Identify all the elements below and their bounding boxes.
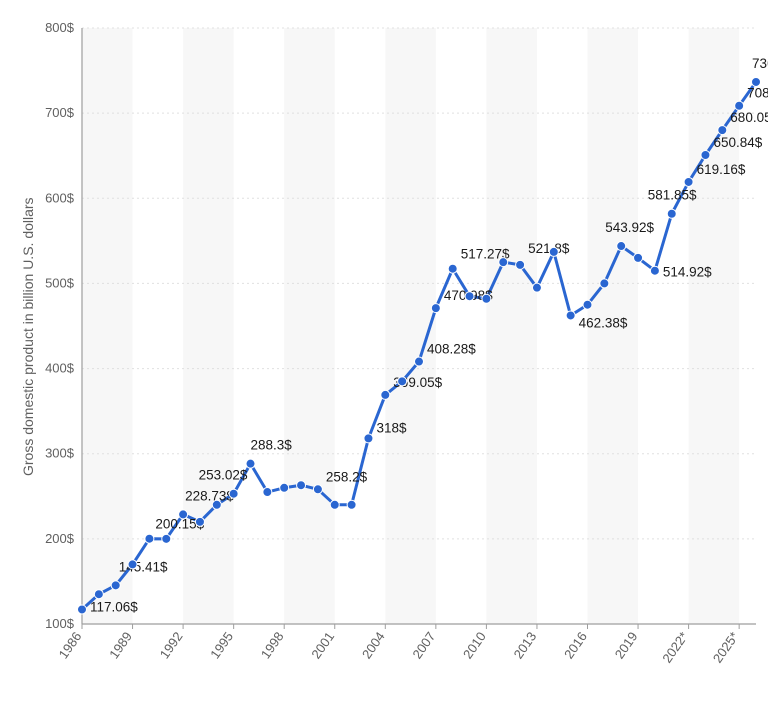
data-point: [752, 77, 761, 86]
data-point: [448, 264, 457, 273]
y-tick-label: 100$: [45, 616, 75, 631]
y-tick-label: 600$: [45, 190, 75, 205]
data-label: 288.3$: [251, 438, 293, 453]
y-tick-label: 500$: [45, 275, 75, 290]
data-label: 408.28$: [427, 342, 476, 357]
data-point: [94, 590, 103, 599]
y-tick-label: 400$: [45, 361, 75, 376]
data-point: [667, 209, 676, 218]
data-label: 650.84$: [713, 135, 762, 150]
data-point: [684, 177, 693, 186]
data-point: [465, 292, 474, 301]
data-label: 228.73$: [185, 488, 234, 503]
y-axis-label: Gross domestic product in billion U.S. d…: [20, 197, 36, 476]
data-point: [162, 534, 171, 543]
data-label: 117.06$: [90, 599, 138, 614]
data-point: [701, 150, 710, 159]
data-point: [516, 260, 525, 269]
data-point: [398, 377, 407, 386]
data-point: [128, 560, 137, 569]
data-point: [735, 101, 744, 110]
data-point: [532, 283, 541, 292]
data-point: [179, 510, 188, 519]
data-point: [145, 534, 154, 543]
data-point: [78, 605, 87, 614]
data-label: 318$: [376, 420, 407, 435]
data-label: 258.2$: [326, 469, 368, 484]
data-label: 543.92$: [605, 220, 654, 235]
data-point: [111, 581, 120, 590]
data-point: [381, 390, 390, 399]
data-point: [617, 242, 626, 251]
data-point: [499, 258, 508, 267]
data-point: [415, 357, 424, 366]
data-label: 521.8$: [528, 241, 570, 256]
data-label: 680.05$: [730, 110, 768, 125]
data-label: 736.65$: [752, 56, 768, 71]
data-point: [482, 294, 491, 303]
y-tick-label: 300$: [45, 446, 75, 461]
data-point: [297, 481, 306, 490]
data-point: [566, 311, 575, 320]
y-tick-label: 200$: [45, 531, 75, 546]
data-point: [431, 304, 440, 313]
data-label: 514.92$: [663, 265, 712, 280]
data-point: [634, 253, 643, 262]
data-point: [280, 483, 289, 492]
data-point: [718, 126, 727, 135]
data-point: [650, 266, 659, 275]
data-point: [246, 459, 255, 468]
data-point: [364, 434, 373, 443]
data-label: 581.85$: [648, 188, 697, 203]
data-label: 253.02$: [199, 468, 248, 483]
data-label: 145.41$: [119, 559, 168, 574]
data-point: [330, 500, 339, 509]
data-point: [229, 489, 238, 498]
data-point: [212, 500, 221, 509]
data-point: [583, 300, 592, 309]
data-point: [263, 488, 272, 497]
data-point: [600, 279, 609, 288]
data-label: 619.16$: [697, 162, 746, 177]
gdp-line-chart: 100$200$300$400$500$600$700$800$19861989…: [0, 0, 768, 706]
data-label: 708.7$: [747, 86, 768, 101]
data-label: 462.38$: [579, 315, 628, 330]
data-point: [195, 517, 204, 526]
y-tick-label: 700$: [45, 105, 75, 120]
y-tick-label: 800$: [45, 20, 75, 35]
data-point: [347, 500, 356, 509]
data-point: [313, 485, 322, 494]
data-point: [549, 247, 558, 256]
